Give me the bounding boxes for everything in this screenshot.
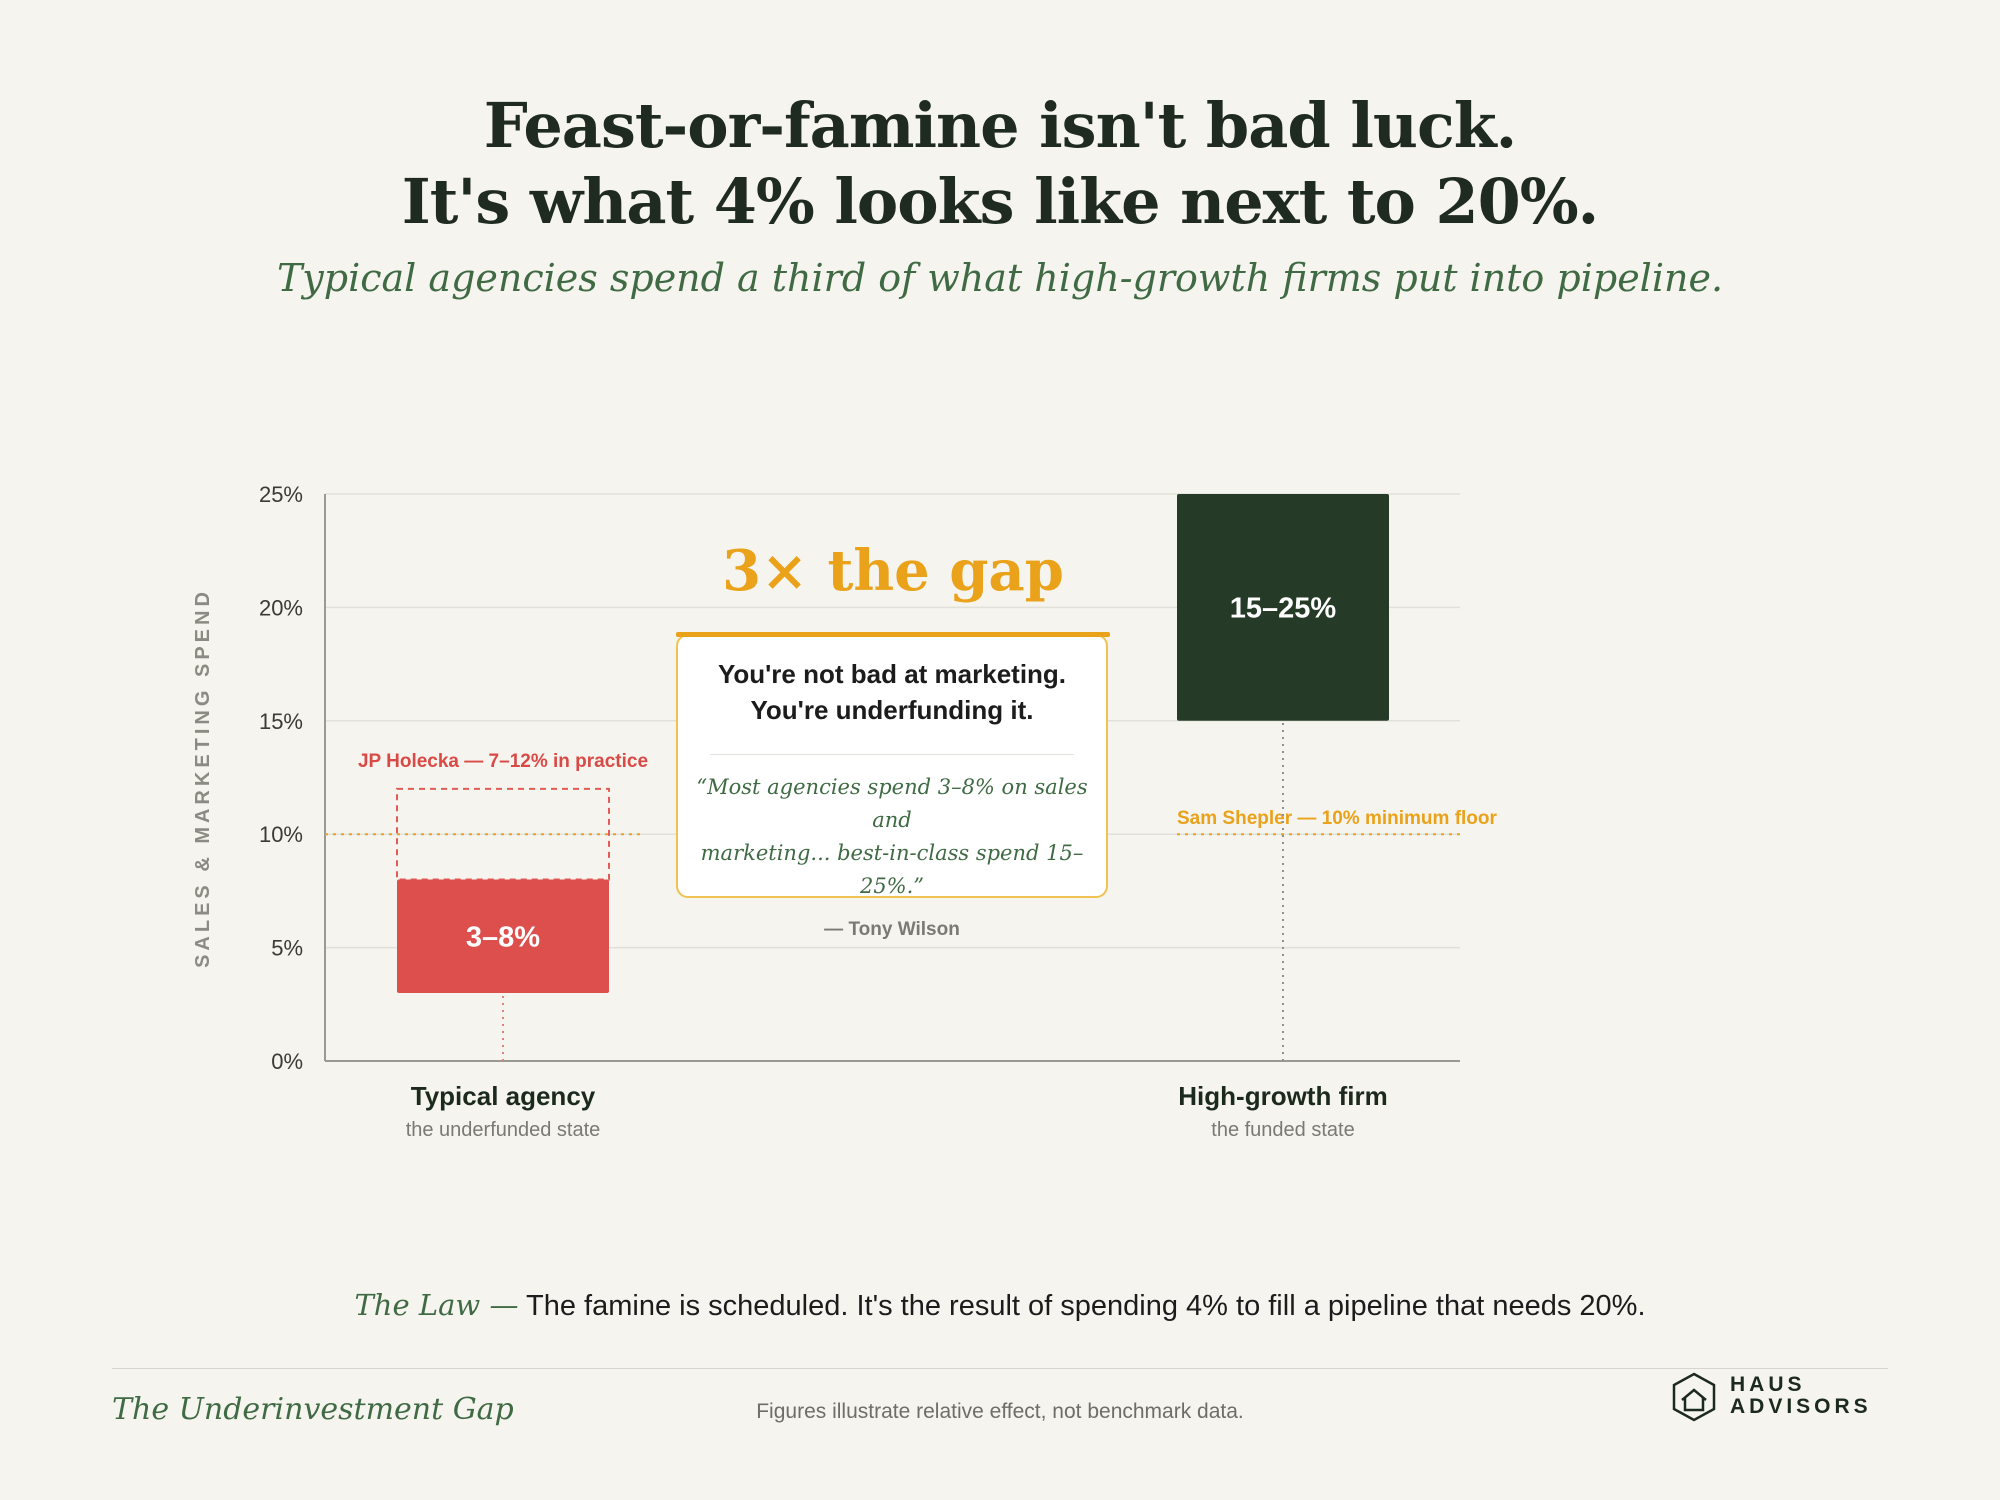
y-tick-label: 25% xyxy=(259,482,303,507)
range-bar xyxy=(1177,494,1389,721)
category-label: High-growth firm xyxy=(1178,1081,1387,1111)
y-axis-label: SALES & MARKETING SPEND xyxy=(192,588,214,968)
callout-accent-bar xyxy=(676,632,1110,637)
brand-name: HAUS ADVISORS xyxy=(1730,1374,1872,1418)
reference-line-label: Sam Shepler — 10% minimum floor xyxy=(1177,808,1498,829)
brand-line-2: ADVISORS xyxy=(1730,1395,1872,1418)
y-tick-label: 15% xyxy=(259,709,303,734)
callout-headline-line-2: You're underfunding it. xyxy=(750,695,1034,725)
callout-divider xyxy=(710,754,1074,755)
callout-quote-line-2: marketing... best-in-class spend 15–25%.… xyxy=(700,841,1084,898)
page-subtitle: Typical agencies spend a third of what h… xyxy=(276,256,1724,300)
footer-note: Figures illustrate relative effect, not … xyxy=(756,1400,1244,1423)
range-bar xyxy=(397,879,609,993)
hexagon-house-icon xyxy=(1672,1372,1716,1422)
title-line-2: It's what 4% looks like next to 20%. xyxy=(401,165,1599,238)
law-text: The famine is scheduled. It's the result… xyxy=(526,1290,1646,1322)
brand-logo: HAUS ADVISORS xyxy=(1668,1370,1888,1434)
y-tick-label: 0% xyxy=(271,1049,303,1074)
extended-range-label: JP Holecka — 7–12% in practice xyxy=(358,751,648,772)
y-tick-label: 5% xyxy=(271,936,303,961)
gap-annotation: 3× the gap xyxy=(722,538,1064,604)
callout-headline-line-1: You're not bad at marketing. xyxy=(717,659,1067,689)
bar-value-label: 3–8% xyxy=(466,921,540,953)
callout-attribution: — Tony Wilson xyxy=(824,919,960,940)
footer-title: The Underinvestment Gap xyxy=(112,1392,514,1427)
title-line-1: Feast-or-famine isn't bad luck. xyxy=(483,89,1518,162)
category-sublabel: the underfunded state xyxy=(406,1119,601,1141)
y-tick-label: 10% xyxy=(259,822,303,847)
category-sublabel: the funded state xyxy=(1211,1119,1354,1141)
callout-quote: “Most agencies spend 3–8% on sales and m… xyxy=(678,771,1106,903)
y-tick-label: 20% xyxy=(259,595,303,620)
category-label: Typical agency xyxy=(411,1081,596,1111)
brand-line-1: HAUS xyxy=(1730,1373,1806,1396)
footer-divider xyxy=(112,1368,1888,1369)
callout-quote-line-1: “Most agencies spend 3–8% on sales and xyxy=(696,775,1088,832)
law-label: The Law — xyxy=(354,1288,519,1322)
callout-headline: You're not bad at marketing. You're unde… xyxy=(678,656,1106,728)
law-statement: The Law — The famine is scheduled. It's … xyxy=(0,1288,2000,1323)
quote-callout: You're not bad at marketing. You're unde… xyxy=(676,634,1108,940)
bar-value-label: 15–25% xyxy=(1230,592,1337,624)
page-title: Feast-or-famine isn't bad luck. It's wha… xyxy=(0,88,2000,240)
